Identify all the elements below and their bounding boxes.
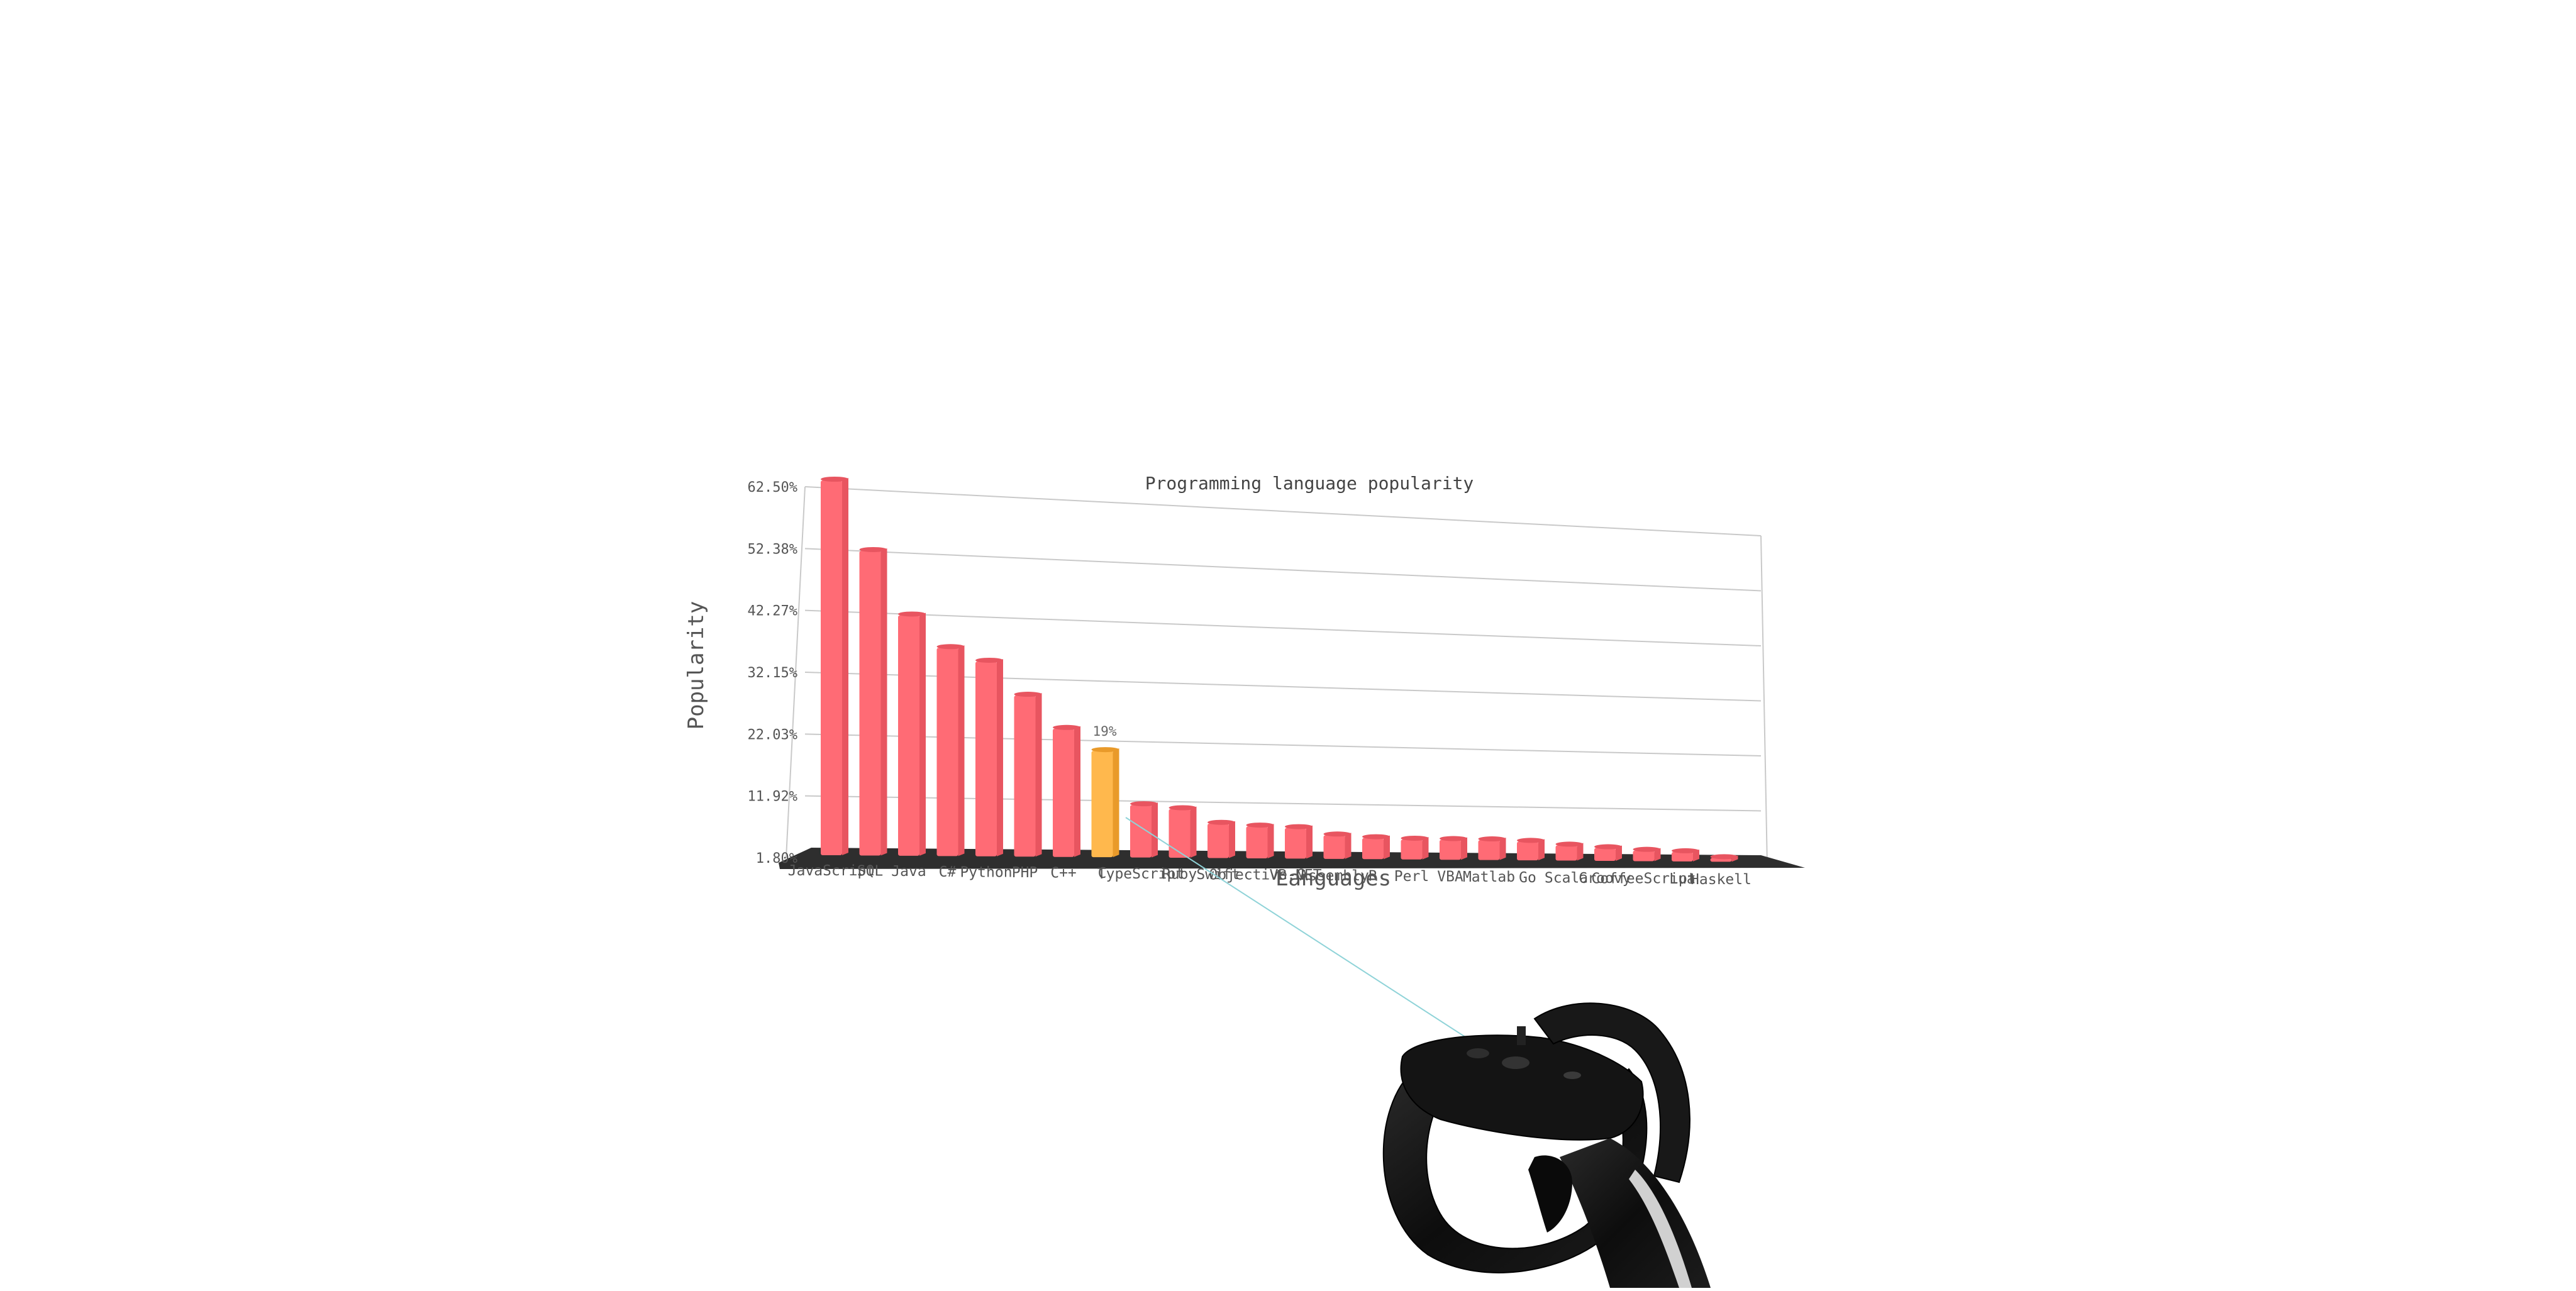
vr-controller-icon (1382, 1002, 1711, 1288)
bar-perl (1401, 835, 1429, 860)
y-tick-label: 11.92% (748, 789, 797, 805)
x-tick-label: Matlab (1463, 869, 1515, 885)
x-tick-label: C (1098, 865, 1107, 882)
x-tick-label: Haskell (1690, 872, 1752, 888)
bar-java (898, 611, 926, 856)
bar-vb-net (1285, 824, 1313, 859)
bar-scala (1555, 841, 1584, 861)
bar-groovy (1594, 844, 1622, 861)
bar-lua (1672, 848, 1699, 862)
x-axis-title: Languages (1275, 866, 1391, 891)
x-tick-label: VBA (1437, 869, 1463, 885)
x-tick-label: Scala (1545, 870, 1588, 886)
x-tick-label: PHP (1012, 865, 1038, 881)
pointer-ray (1125, 817, 1479, 1046)
bar-python (975, 657, 1003, 856)
y-tick-label: 62.50% (748, 480, 797, 496)
x-tick-label: VB.NET (1269, 867, 1321, 884)
bar-coffeescript (1633, 846, 1661, 862)
x-tick-label: Ruby (1162, 866, 1197, 882)
bar-c- (1053, 724, 1080, 857)
x-tick-label: R (1368, 868, 1377, 884)
x-tick-label: Java (891, 863, 926, 880)
x-tick-label: JavaScript (788, 863, 875, 879)
axis-left (786, 486, 806, 858)
x-tick-label: C# (939, 864, 957, 880)
y-tick-label: 42.27% (748, 604, 797, 619)
x-tick-label: Swift (1196, 867, 1240, 883)
chart-labels: 1.80% 11.92% 22.03% 32.15% 42.27% 52.38% 62.50… (748, 480, 1752, 888)
bar-c- (936, 644, 965, 856)
x-tick-label: Objective-C (1209, 867, 1304, 884)
axis-right (1760, 535, 1768, 867)
bar-swift (1208, 819, 1235, 858)
x-tick-label: Go (1519, 870, 1536, 886)
x-tick-label: SQL (857, 863, 884, 880)
data-label: 19% (1093, 724, 1117, 739)
y-axis-title: Popularity (684, 601, 709, 730)
gridline (804, 548, 1762, 592)
bar-haskell (1710, 854, 1738, 862)
bar-matlab (1478, 836, 1506, 860)
x-tick-label: Groovy (1579, 870, 1631, 887)
bar-php (1014, 692, 1042, 857)
bar-go (1517, 838, 1545, 861)
bar-vba (1440, 836, 1467, 860)
bar-javascript (821, 477, 848, 855)
y-tick-label: 52.38% (748, 541, 797, 557)
x-tick-label: CoffeeScript (1591, 871, 1696, 887)
gridline (804, 486, 1762, 536)
bar-assembly (1323, 831, 1352, 859)
bar-r (1362, 834, 1390, 860)
x-tick-label: C++ (1050, 865, 1077, 882)
gridline (804, 609, 1762, 646)
bar-ruby (1169, 805, 1197, 858)
x-tick-label: TypeScript (1097, 866, 1184, 882)
y-tick-label: 32.15% (748, 665, 797, 681)
bar-c (1091, 747, 1119, 858)
x-tick-label: Python (960, 864, 1012, 880)
bar-objective-c (1246, 823, 1274, 858)
x-tick-label: Perl (1394, 868, 1429, 885)
chart-grid (786, 486, 1768, 867)
x-tick-label: Assembly (1299, 868, 1369, 884)
bar-typescript (1130, 801, 1158, 858)
chart-bars (821, 477, 1738, 862)
y-tick-label: 22.03% (748, 727, 797, 743)
chart-title: Programming language popularity (1145, 473, 1474, 494)
bar-sql (859, 546, 887, 856)
x-tick-label: Lua (1669, 871, 1696, 887)
y-tick-label: 1.80% (756, 851, 797, 867)
